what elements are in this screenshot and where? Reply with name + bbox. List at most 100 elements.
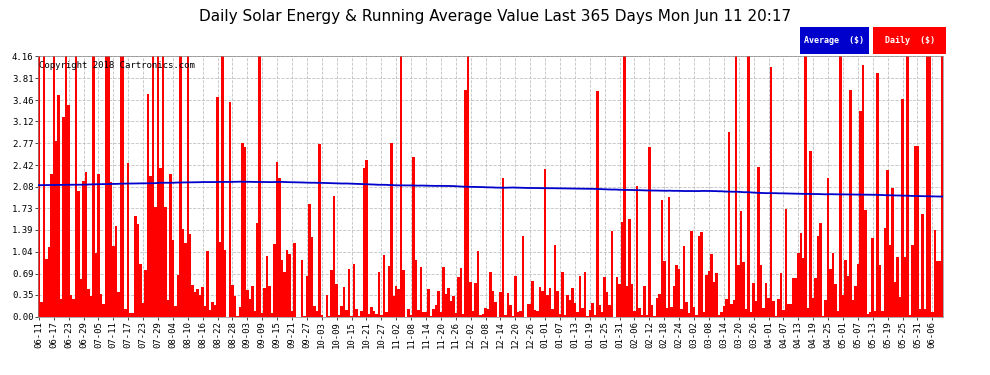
Bar: [311, 237, 313, 317]
Bar: [487, 309, 489, 317]
Bar: [237, 316, 239, 317]
Bar: [174, 306, 176, 317]
Bar: [929, 56, 931, 317]
Bar: [184, 243, 186, 317]
Bar: [825, 300, 827, 317]
Bar: [100, 294, 102, 317]
Bar: [445, 294, 447, 317]
Bar: [341, 306, 343, 317]
Bar: [433, 309, 435, 317]
Bar: [392, 296, 395, 317]
Bar: [462, 314, 464, 317]
Bar: [169, 174, 171, 317]
Bar: [792, 278, 795, 317]
Bar: [655, 298, 658, 317]
Bar: [387, 266, 390, 317]
Bar: [663, 261, 665, 317]
Bar: [55, 141, 57, 317]
Bar: [770, 67, 772, 317]
Bar: [85, 172, 87, 317]
Bar: [403, 270, 405, 317]
Bar: [916, 146, 919, 317]
Bar: [244, 147, 247, 317]
Bar: [253, 311, 256, 317]
Bar: [827, 178, 830, 317]
Bar: [517, 312, 519, 317]
Bar: [879, 265, 881, 317]
Bar: [822, 316, 825, 317]
Bar: [308, 204, 311, 317]
Bar: [606, 292, 609, 317]
Bar: [584, 272, 586, 317]
Bar: [65, 56, 67, 317]
Bar: [759, 265, 762, 317]
Bar: [522, 236, 524, 317]
Bar: [631, 284, 634, 317]
Bar: [817, 236, 820, 317]
Bar: [653, 316, 655, 317]
Bar: [234, 296, 237, 317]
Bar: [472, 311, 474, 317]
Bar: [242, 144, 244, 317]
Bar: [204, 306, 206, 317]
Bar: [842, 295, 844, 317]
Bar: [120, 56, 122, 317]
Bar: [889, 245, 891, 317]
Bar: [926, 56, 929, 317]
Bar: [735, 56, 738, 317]
Bar: [884, 228, 886, 317]
Bar: [395, 286, 397, 317]
Bar: [832, 254, 835, 317]
Bar: [247, 290, 248, 317]
Bar: [211, 302, 214, 317]
Bar: [105, 56, 107, 317]
Bar: [921, 214, 924, 317]
Bar: [599, 305, 601, 317]
Bar: [97, 174, 100, 317]
Bar: [151, 56, 154, 317]
Bar: [591, 303, 594, 317]
Bar: [251, 286, 253, 317]
Bar: [41, 302, 43, 317]
Bar: [514, 276, 517, 317]
Bar: [561, 272, 563, 317]
Bar: [609, 305, 611, 317]
Bar: [641, 315, 644, 317]
Bar: [566, 295, 568, 317]
Bar: [553, 245, 556, 317]
Bar: [38, 56, 41, 317]
Bar: [934, 230, 936, 317]
Bar: [367, 314, 370, 317]
Bar: [924, 309, 926, 317]
Bar: [846, 276, 849, 317]
Bar: [636, 186, 639, 317]
Bar: [350, 316, 352, 317]
Bar: [321, 315, 323, 317]
Bar: [546, 295, 548, 317]
Bar: [856, 264, 859, 317]
Bar: [499, 292, 502, 317]
Bar: [408, 309, 410, 317]
Bar: [440, 312, 443, 317]
Bar: [571, 288, 573, 317]
Bar: [573, 303, 576, 317]
Bar: [586, 316, 589, 317]
Bar: [222, 56, 224, 317]
Bar: [537, 311, 539, 317]
Bar: [529, 304, 532, 317]
Bar: [504, 315, 507, 317]
Bar: [616, 278, 619, 317]
Bar: [67, 105, 70, 317]
Bar: [558, 314, 561, 317]
Bar: [263, 288, 266, 317]
Bar: [800, 233, 802, 317]
Bar: [837, 310, 840, 317]
FancyBboxPatch shape: [800, 27, 869, 54]
Bar: [459, 268, 462, 317]
Bar: [301, 260, 303, 317]
Bar: [705, 274, 708, 317]
Bar: [940, 56, 943, 317]
Bar: [904, 257, 906, 317]
Bar: [596, 92, 599, 317]
Bar: [219, 242, 222, 317]
